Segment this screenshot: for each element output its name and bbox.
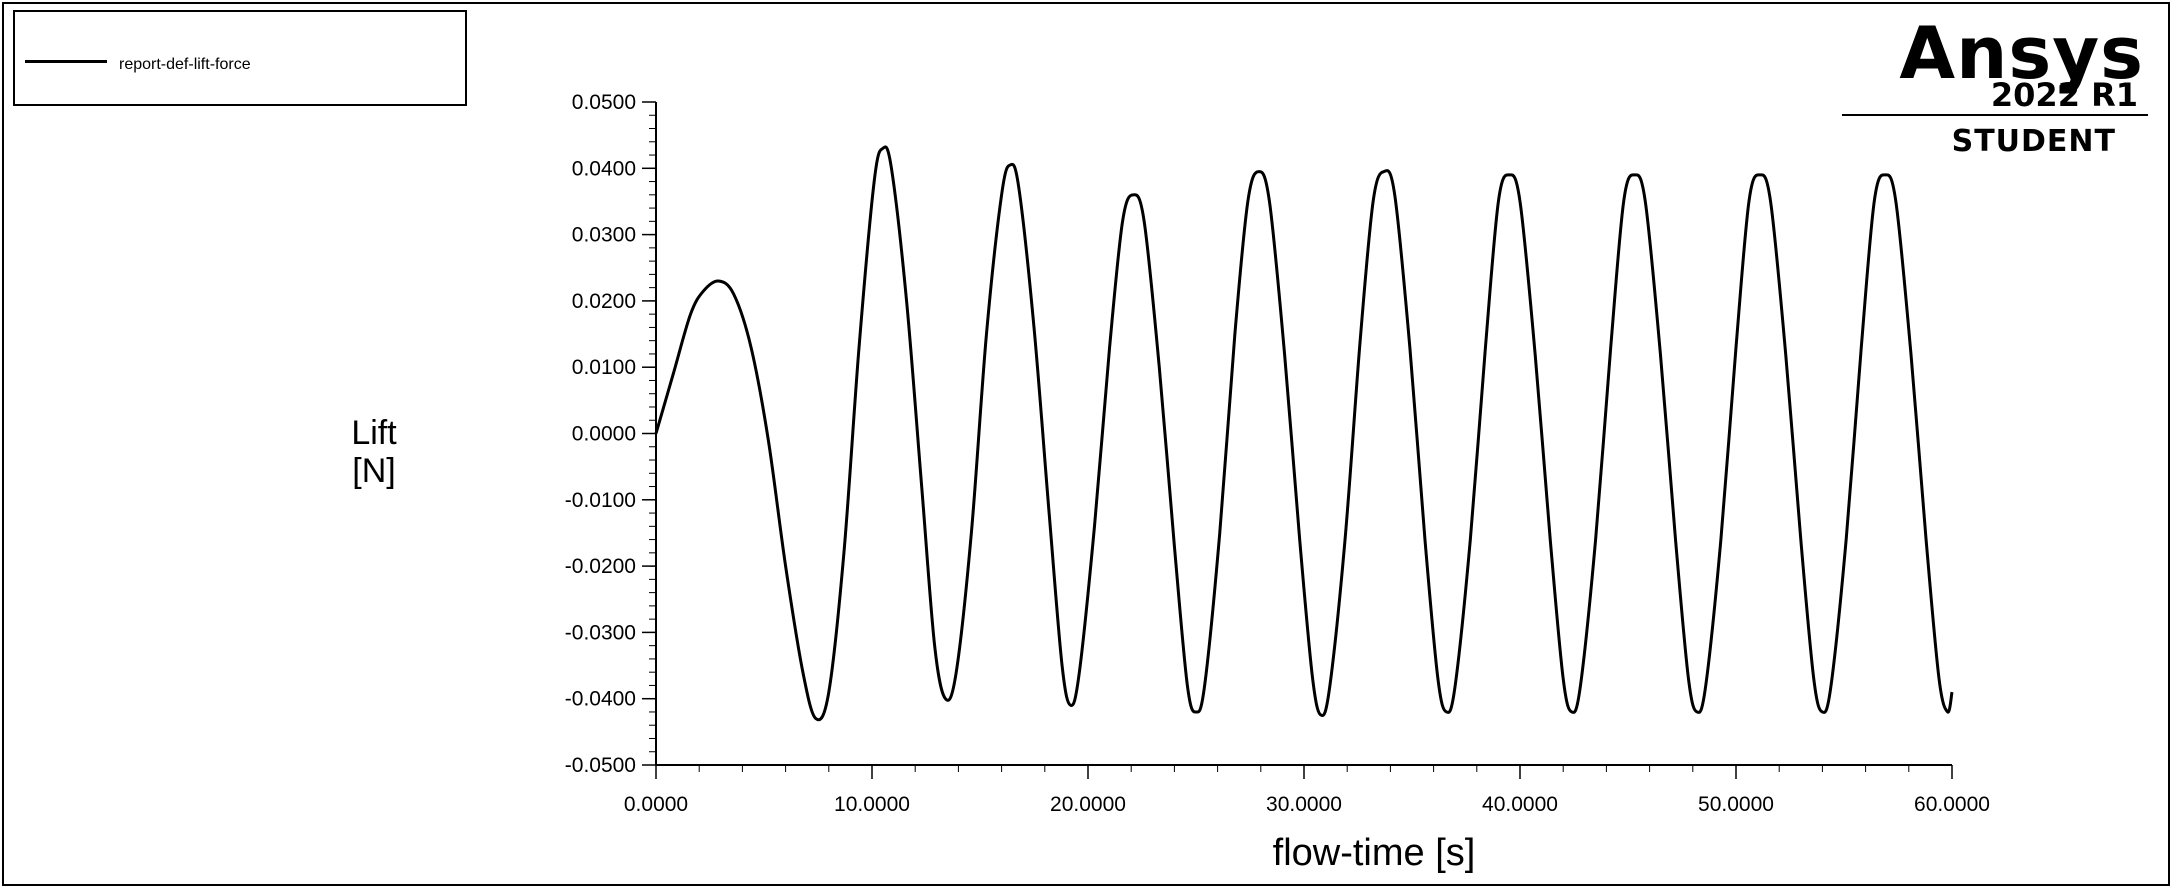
x-tick-label: 60.0000 [1914,793,1990,816]
y-axis-label-unit: [N] [352,452,396,490]
series-line-lift-force [654,145,1954,722]
x-tick-label: 10.0000 [834,793,910,816]
ansys-logo: Ansys 2022 R1 STUDENT [1842,14,2152,164]
y-axis-label-name: Lift [351,414,397,452]
y-tick-label: 0.0200 [572,290,636,313]
y-axis-label: Lift [N] [304,414,444,490]
legend-series-swatch [25,60,107,63]
y-tick-label: -0.0300 [565,621,636,644]
y-tick-label: 0.0300 [572,224,636,247]
y-tick-label: -0.0400 [565,688,636,711]
legend: report-def-lift-force [13,10,467,106]
brand-name: Ansys [1899,11,2144,95]
y-tick-label: 0.0500 [572,91,636,114]
legend-series-label: report-def-lift-force [119,56,251,73]
y-tick-label: -0.0100 [565,489,636,512]
brand-edition: STUDENT [1951,124,2116,159]
brand-divider [1842,114,2148,116]
y-tick-label: 0.0100 [572,356,636,379]
y-tick-label: -0.0200 [565,555,636,578]
y-tick-label: -0.0500 [565,754,636,777]
lift-chart: 0.0500 0.0400 0.0300 0.0200 0.0100 0.0000 -0.0… [565,91,1990,816]
brand-version: 2022 R1 [1990,76,2138,114]
x-axis-label: flow-time [s] [1272,832,1476,874]
x-tick-label: 50.0000 [1698,793,1774,816]
x-tick-label: 30.0000 [1266,793,1342,816]
x-tick-label: 40.0000 [1482,793,1558,816]
x-tick-label: 0.0000 [624,793,688,816]
x-tick-label: 20.0000 [1050,793,1126,816]
y-tick-label: 0.0000 [572,423,636,446]
y-tick-label: 0.0400 [572,157,636,180]
